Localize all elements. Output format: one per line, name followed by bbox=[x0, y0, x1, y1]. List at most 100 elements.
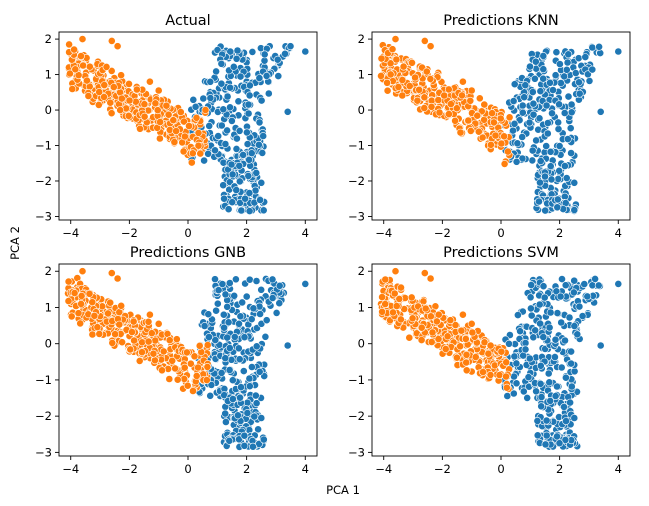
class-0-point bbox=[206, 391, 215, 400]
class-0-point bbox=[257, 178, 266, 187]
class-0-point bbox=[535, 197, 543, 206]
class-0-point bbox=[556, 292, 565, 301]
class-0-point bbox=[531, 74, 539, 83]
class-0-point bbox=[567, 347, 575, 356]
class-0-point bbox=[554, 174, 563, 183]
class-1-point bbox=[192, 371, 201, 380]
class-0-point bbox=[536, 87, 545, 96]
class-1-point bbox=[165, 375, 174, 383]
class-1-point bbox=[378, 307, 386, 316]
class-1-point bbox=[100, 81, 109, 89]
class-0-point bbox=[531, 326, 540, 335]
class-1-point bbox=[93, 323, 102, 332]
class-0-point bbox=[257, 414, 266, 422]
class-0-point bbox=[219, 105, 228, 114]
class-1-point bbox=[399, 62, 408, 71]
class-1-point bbox=[417, 323, 426, 332]
class-1-point bbox=[192, 113, 201, 122]
class-0-point bbox=[510, 352, 519, 361]
class-1-point bbox=[432, 317, 441, 326]
class-1-point bbox=[462, 366, 471, 375]
y-tick-label: 0 bbox=[45, 103, 52, 117]
class-0-point bbox=[261, 332, 270, 341]
class-0-point bbox=[528, 156, 537, 165]
class-0-point bbox=[518, 108, 527, 117]
class-1-point bbox=[138, 338, 146, 347]
class-0-point bbox=[551, 71, 560, 80]
class-0-point bbox=[262, 316, 271, 325]
class-1-point bbox=[95, 329, 104, 338]
class-1-point bbox=[183, 381, 192, 390]
class-0-point bbox=[240, 441, 249, 450]
class-0-point bbox=[272, 308, 281, 317]
class-0-point bbox=[562, 174, 571, 182]
class-0-point bbox=[228, 170, 237, 179]
class-0-point bbox=[244, 109, 253, 118]
class-0-point bbox=[225, 436, 234, 445]
class-1-point bbox=[147, 329, 156, 338]
class-1-point bbox=[151, 336, 160, 345]
class-1-point bbox=[153, 106, 162, 115]
class-0-point bbox=[566, 398, 574, 407]
class-0-point bbox=[555, 100, 563, 109]
class-1-point bbox=[140, 112, 149, 121]
class-1-point bbox=[497, 139, 506, 148]
class-1-point bbox=[74, 309, 83, 318]
class-0-point bbox=[535, 114, 544, 123]
class-0-point bbox=[221, 418, 230, 426]
class-0-point bbox=[260, 50, 269, 59]
class-0-point bbox=[226, 103, 234, 112]
class-1-point bbox=[176, 108, 185, 116]
class-1-point bbox=[415, 85, 423, 94]
class-0-point bbox=[264, 89, 273, 98]
class-0-point bbox=[214, 286, 223, 295]
class-1-point bbox=[396, 315, 405, 324]
class-1-point bbox=[124, 111, 133, 120]
class-0-point bbox=[570, 288, 578, 297]
class-0-point bbox=[250, 412, 259, 421]
class-1-point bbox=[90, 311, 99, 320]
class-0-point bbox=[553, 203, 562, 212]
class-1-point bbox=[427, 102, 436, 111]
class-0-point bbox=[526, 62, 534, 71]
class-0-point bbox=[551, 353, 559, 361]
class-1-point bbox=[107, 37, 116, 45]
class-1-point bbox=[502, 358, 511, 367]
class-0-point bbox=[211, 275, 219, 284]
class-1-point bbox=[398, 76, 407, 84]
class-1-point bbox=[480, 338, 489, 347]
class-0-point bbox=[245, 275, 254, 284]
class-1-point bbox=[464, 116, 473, 125]
class-1-point bbox=[130, 336, 138, 345]
class-0-point bbox=[249, 304, 258, 313]
class-1-point bbox=[66, 69, 74, 78]
class-0-point bbox=[240, 333, 249, 342]
class-1-point bbox=[155, 134, 164, 143]
class-0-point bbox=[247, 315, 256, 324]
class-1-point bbox=[377, 54, 386, 63]
class-1-point bbox=[107, 109, 116, 118]
class-0-point bbox=[594, 281, 603, 290]
class-1-point bbox=[388, 45, 397, 54]
y-tick-label: −3 bbox=[348, 445, 365, 459]
class-1-point bbox=[145, 77, 154, 86]
class-1-point bbox=[420, 93, 429, 102]
x-axis-label: PCA 1 bbox=[326, 483, 360, 497]
class-0-point bbox=[562, 65, 571, 74]
x-tick-label: −4 bbox=[375, 462, 392, 476]
class-0-point bbox=[509, 126, 517, 135]
class-0-point bbox=[567, 100, 576, 109]
class-1-point bbox=[188, 149, 197, 158]
class-0-point bbox=[539, 65, 548, 74]
class-1-point bbox=[179, 147, 188, 156]
class-1-point bbox=[170, 138, 179, 146]
class-0-point bbox=[542, 431, 551, 440]
class-1-point bbox=[407, 293, 416, 302]
class-1-point bbox=[180, 117, 188, 126]
class-1-point bbox=[471, 353, 480, 361]
class-1-point bbox=[421, 304, 430, 313]
class-1-point bbox=[503, 147, 512, 156]
class-0-point bbox=[533, 431, 542, 440]
subplot-3: −4 −2 0 2 4 −3 −2 −1 0 1 2 Predictions GNB bbox=[35, 245, 318, 476]
class-0-point bbox=[220, 323, 228, 332]
